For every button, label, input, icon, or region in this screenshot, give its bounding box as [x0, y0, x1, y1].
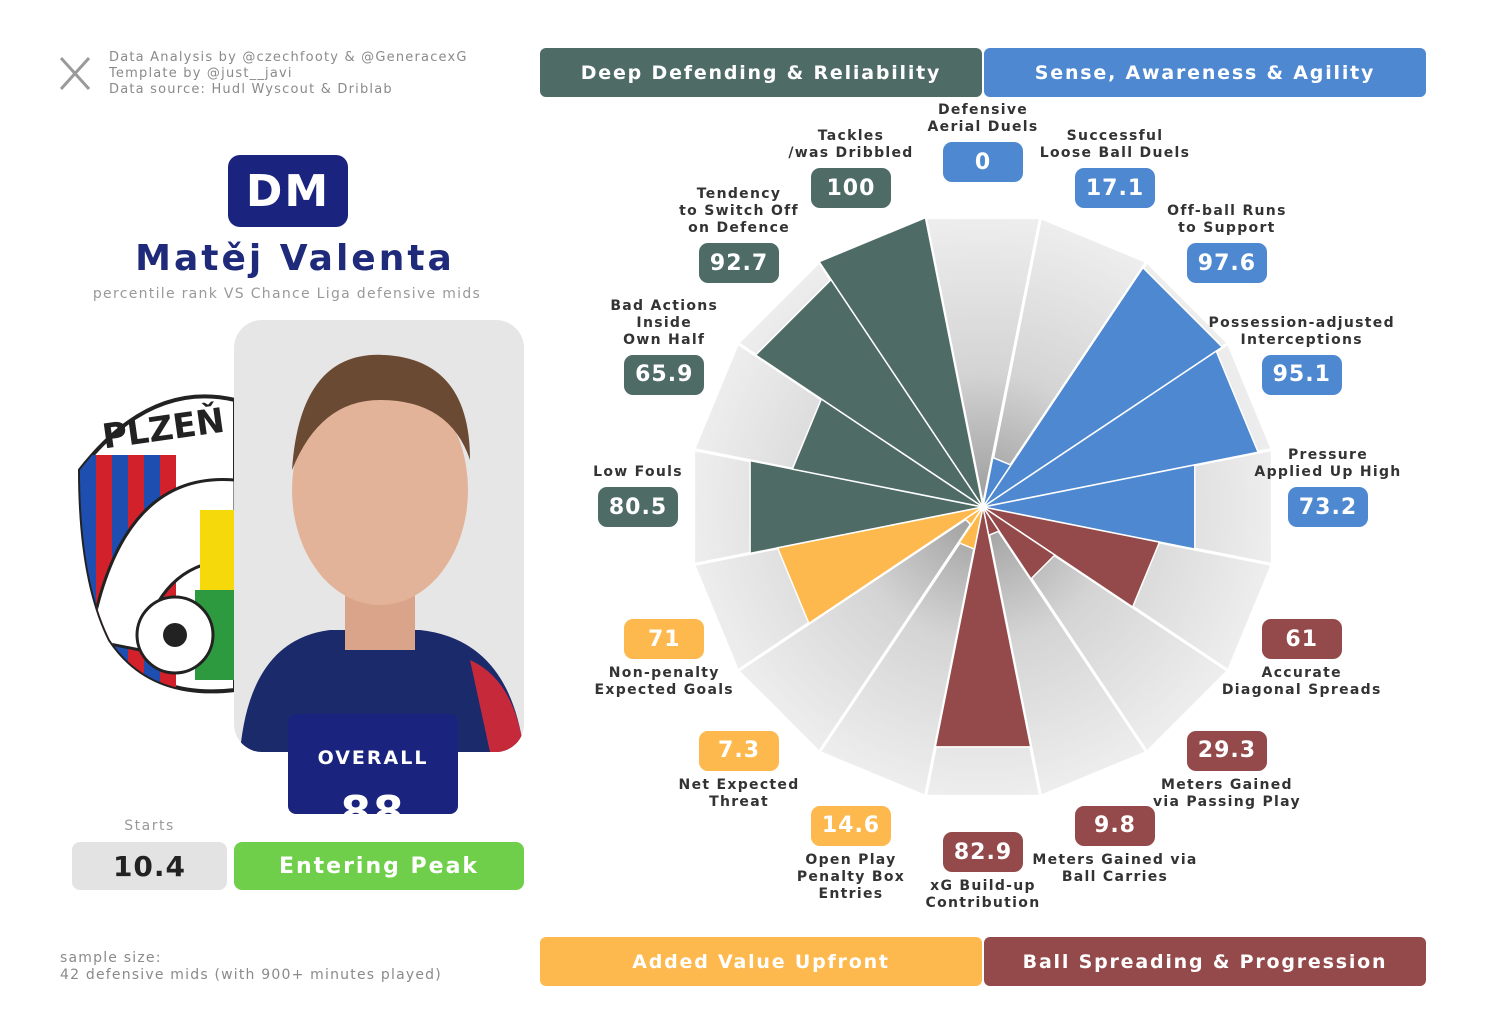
value-label: 61	[1261, 619, 1342, 660]
value-label: 71	[624, 619, 705, 660]
category-label: Low Fouls	[593, 464, 683, 480]
category-label: Accurate Diagonal Spreads	[1221, 665, 1382, 699]
starts-value: 10.4	[72, 842, 227, 890]
overall-value: 88	[340, 787, 406, 838]
player-photo	[234, 320, 524, 752]
category-label: Net Expected Threat	[678, 776, 800, 810]
value-label: 80.5	[598, 487, 678, 527]
category-label: Defensive Aerial Duels	[927, 102, 1039, 135]
club-crest: PLZEŇ	[77, 394, 237, 694]
slice	[934, 506, 1032, 748]
player-name: Matěj Valenta	[135, 238, 455, 279]
value-label: 92.7	[699, 243, 780, 284]
credit: Data source: Hudl Wyscout & Driblab	[109, 82, 393, 97]
category-label: Tackles /was Dribbled	[788, 128, 914, 162]
credit: Template by @just__javi	[109, 66, 293, 81]
category-label: Tendency to Switch Off on Defence	[679, 186, 799, 237]
sample-label: sample size:	[60, 950, 162, 966]
category-label: Successful Loose Ball Duels	[1039, 128, 1191, 162]
value-label: 97.6	[1186, 243, 1267, 284]
value-label: 82.9	[943, 832, 1023, 872]
credit: Data Analysis by @czechfooty & @Generace…	[109, 50, 468, 65]
category-label: Non-penalty Expected Goals	[594, 665, 734, 699]
legend-banner: Deep Defending & Reliability	[540, 48, 982, 97]
slice	[817, 216, 984, 508]
slice	[982, 506, 1161, 609]
value-label: 0	[943, 142, 1023, 182]
legend-banner: Sense, Awareness & Agility	[984, 48, 1426, 97]
value-label: 9.8	[1075, 805, 1156, 846]
position-badge: DM	[228, 155, 348, 227]
value-label: 17.1	[1075, 168, 1156, 209]
category-label: Pressure Applied Up High	[1254, 447, 1402, 480]
legend-banner: Ball Spreading & Progression	[984, 937, 1426, 986]
slice	[776, 506, 984, 625]
value-label: 14.6	[810, 805, 891, 846]
x-logo	[59, 56, 91, 91]
value-label: 65.9	[624, 354, 705, 395]
category-label: Open Play Penalty Box Entries	[796, 851, 906, 902]
category-label: Meters Gained via Passing Play	[1152, 776, 1301, 810]
category-label: Off-ball Runs to Support	[1167, 203, 1287, 237]
sample-size: 42 defensive mids (with 900+ minutes pla…	[60, 967, 442, 983]
overall-label: OVERALL	[317, 747, 429, 769]
category-label: Possession-adjusted Interceptions	[1208, 314, 1395, 348]
value-label: 73.2	[1288, 487, 1368, 527]
slice	[982, 506, 1057, 581]
value-label: 7.3	[699, 730, 780, 771]
value-label: 29.3	[1186, 730, 1267, 771]
overall-box: OVERALL 88	[288, 714, 458, 838]
value-label: 100	[810, 168, 891, 209]
category-label: xG Build-up Contribution	[925, 878, 1041, 911]
starts-label: Starts	[124, 818, 175, 834]
subtitle: percentile rank VS Chance Liga defensive…	[92, 286, 482, 302]
phase: Entering Peak	[234, 842, 524, 890]
category-label: Meters Gained via Ball Carries	[1032, 851, 1198, 885]
value-label: 95.1	[1261, 354, 1342, 395]
legend-banner: Added Value Upfront	[540, 937, 982, 986]
category-label: Bad Actions Inside Own Half	[610, 297, 719, 348]
